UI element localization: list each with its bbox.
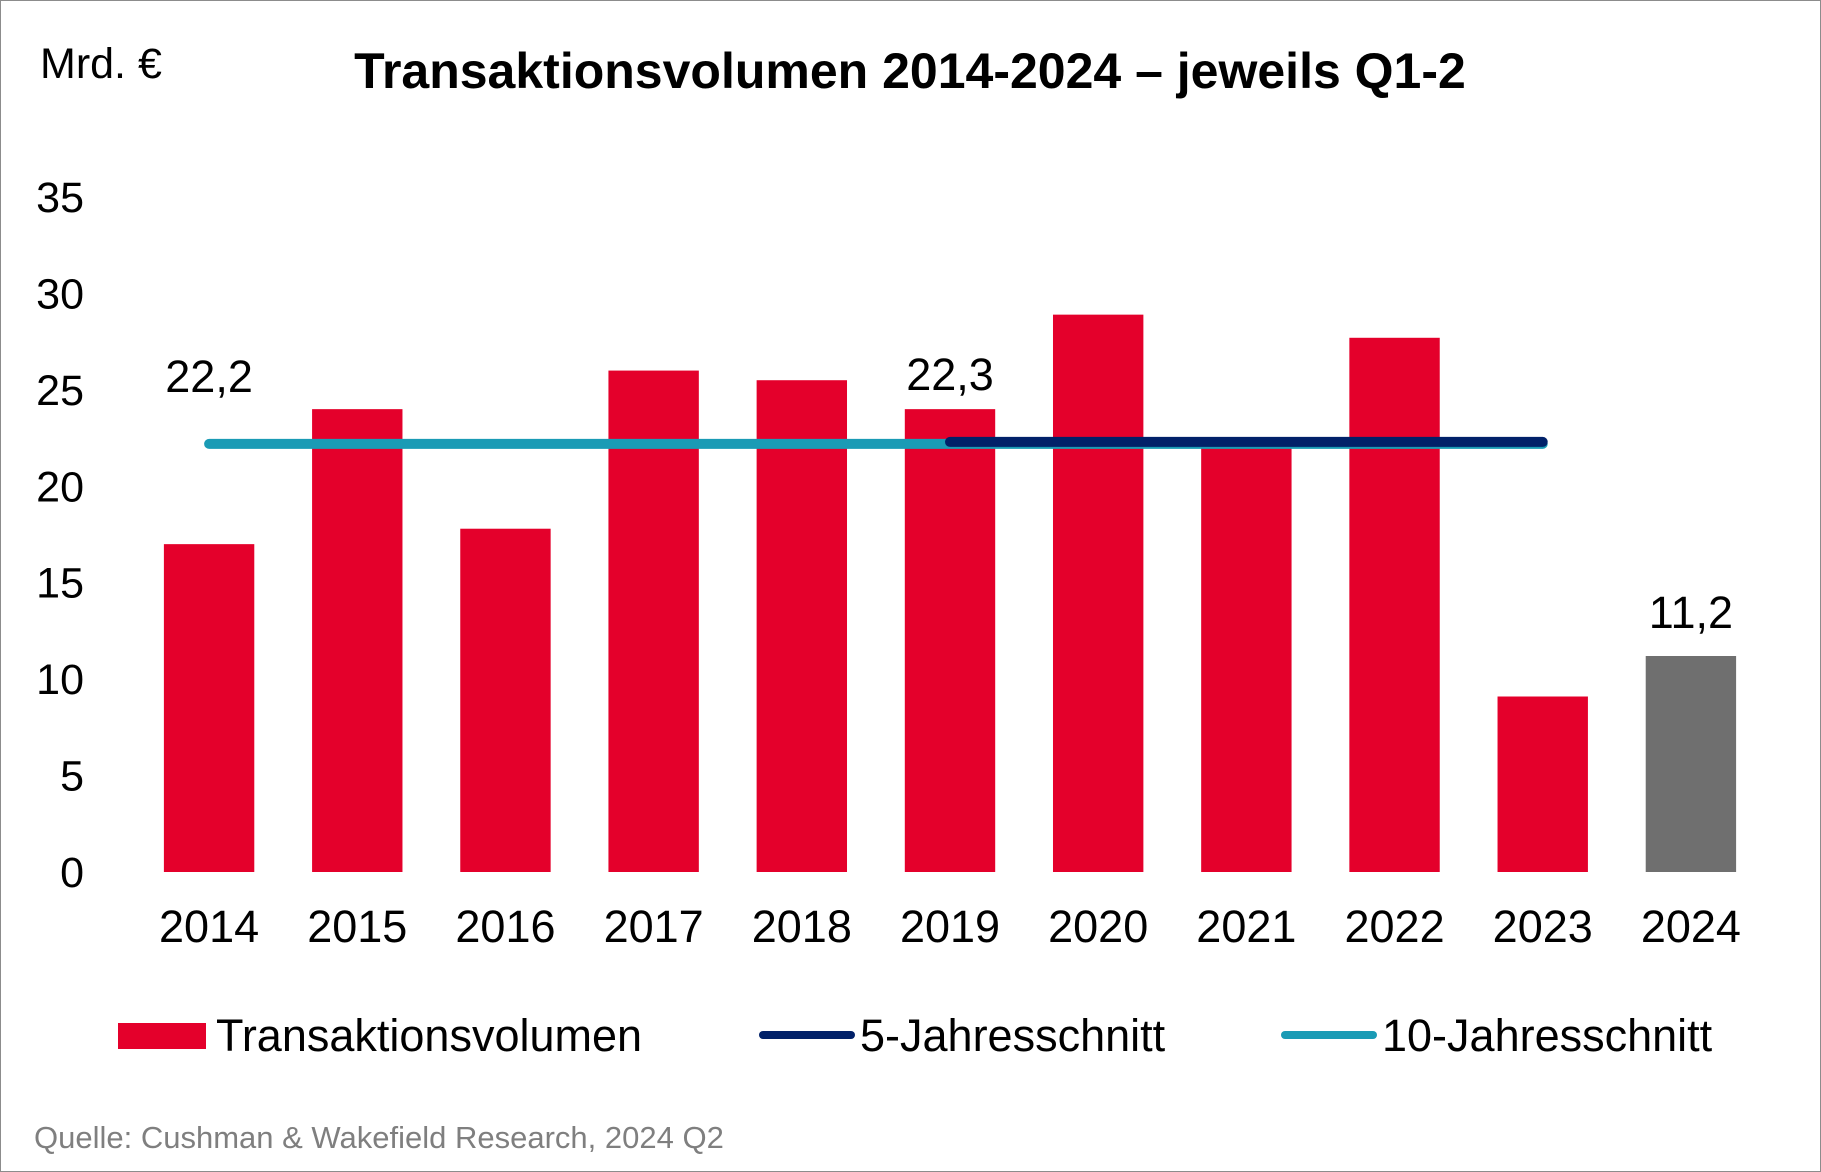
bar-2016 bbox=[460, 528, 551, 872]
x-tick-label: 2014 bbox=[159, 901, 259, 952]
bar-2015 bbox=[312, 409, 403, 872]
y-tick-label: 35 bbox=[36, 174, 84, 222]
y-tick-label: 0 bbox=[60, 849, 84, 897]
legend-label-5-jahresschnitt: 5-Jahresschnitt bbox=[860, 1010, 1166, 1061]
x-tick-label: 2024 bbox=[1641, 901, 1741, 952]
x-tick-label: 2021 bbox=[1196, 901, 1296, 952]
data-label-2014: 22,2 bbox=[165, 351, 253, 402]
legend: Transaktionsvolumen 5-Jahresschnitt 10-J… bbox=[118, 1010, 1713, 1061]
x-tick-label: 2015 bbox=[307, 901, 407, 952]
chart-title: Transaktionsvolumen 2014-2024 – jeweils … bbox=[354, 43, 1466, 99]
bar-2024 bbox=[1645, 656, 1737, 872]
x-tick-label: 2017 bbox=[604, 901, 704, 952]
bar-2014 bbox=[163, 544, 255, 872]
bar-2019 bbox=[904, 409, 996, 872]
y-tick-label: 25 bbox=[36, 367, 84, 415]
source-note: Quelle: Cushman & Wakefield Research, 20… bbox=[34, 1120, 724, 1155]
x-tick-label: 2020 bbox=[1048, 901, 1148, 952]
bar-2018 bbox=[756, 380, 848, 872]
bar-2020 bbox=[1052, 314, 1144, 873]
x-tick-label: 2023 bbox=[1493, 901, 1593, 952]
y-tick-label: 5 bbox=[60, 753, 84, 801]
x-axis: 2014 2015 2016 2017 2018 2019 2020 2021 2022 2023… bbox=[159, 901, 1741, 952]
unit-label: Mrd. € bbox=[40, 40, 162, 88]
bar-2017 bbox=[608, 370, 699, 872]
legend-label-transaktionsvolumen: Transaktionsvolumen bbox=[216, 1010, 642, 1061]
bar-series bbox=[163, 314, 1737, 873]
average-lines bbox=[204, 436, 1548, 449]
data-labels: 22,2 22,3 11,2 bbox=[165, 349, 1733, 638]
bar-2021 bbox=[1201, 447, 1292, 872]
x-tick-label: 2016 bbox=[455, 901, 555, 952]
bar-2022 bbox=[1349, 337, 1440, 872]
data-label-2019: 22,3 bbox=[906, 349, 994, 400]
data-label-2024: 11,2 bbox=[1649, 587, 1733, 638]
y-tick-label: 15 bbox=[36, 560, 84, 608]
y-tick-label: 10 bbox=[36, 656, 84, 704]
x-tick-label: 2019 bbox=[900, 901, 1000, 952]
y-tick-label: 30 bbox=[36, 270, 84, 318]
bar-2023 bbox=[1497, 696, 1588, 872]
y-tick-label: 20 bbox=[36, 463, 84, 511]
x-tick-label: 2022 bbox=[1344, 901, 1444, 952]
legend-label-10-jahresschnitt: 10-Jahresschnitt bbox=[1382, 1010, 1713, 1061]
y-axis: 0 5 10 15 20 25 30 35 bbox=[36, 174, 84, 897]
legend-swatch-transaktionsvolumen bbox=[118, 1023, 206, 1049]
x-tick-label: 2018 bbox=[752, 901, 852, 952]
